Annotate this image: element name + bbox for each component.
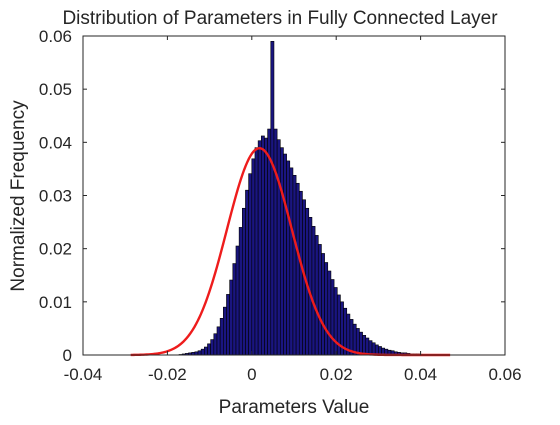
histogram-bar xyxy=(279,147,284,356)
y-tick-label: 0.03 xyxy=(39,187,72,206)
histogram-bar xyxy=(267,128,272,356)
x-axis-ticks: -0.04 -0.02 0 0.02 0.04 0.06 xyxy=(64,36,522,384)
histogram-bar xyxy=(229,279,234,356)
y-axis-label: Normalized Frequency xyxy=(8,100,29,292)
histogram-bar xyxy=(260,135,265,356)
histogram-bar xyxy=(238,227,243,356)
y-tick-label: 0.05 xyxy=(39,80,72,99)
histogram-bar xyxy=(242,207,246,356)
histogram-bar xyxy=(197,350,202,356)
histogram-bar xyxy=(352,323,357,356)
histogram-bar xyxy=(216,326,221,356)
x-tick-label: 0.02 xyxy=(320,365,353,384)
histogram-bar xyxy=(248,173,253,356)
histogram-bar xyxy=(298,190,303,356)
histogram-bar xyxy=(355,328,360,356)
histogram-bar xyxy=(365,337,370,356)
y-tick-label: 0.06 xyxy=(39,27,72,46)
histogram-bar xyxy=(289,167,294,356)
histogram-bar xyxy=(251,158,256,356)
histogram-bar xyxy=(235,245,240,356)
histogram-bar xyxy=(359,331,363,356)
histogram-bars xyxy=(178,41,433,356)
histogram-bar xyxy=(327,270,332,356)
histogram-bar xyxy=(210,339,215,356)
histogram-bar xyxy=(200,348,205,356)
histogram-bar xyxy=(317,244,322,356)
histogram-bar xyxy=(330,279,335,356)
histogram-bar xyxy=(213,333,218,356)
y-tick-label: 0.04 xyxy=(39,133,72,152)
histogram-bar xyxy=(314,235,319,356)
y-tick-label: 0.02 xyxy=(39,240,72,259)
x-tick-label: -0.04 xyxy=(64,365,103,384)
histogram-bar xyxy=(295,182,300,356)
chart-title: Distribution of Parameters in Fully Conn… xyxy=(62,8,498,29)
x-axis-label: Parameters Value xyxy=(219,397,370,418)
histogram-bar xyxy=(324,262,329,356)
histogram-bar xyxy=(207,343,211,356)
histogram-bar xyxy=(273,128,278,356)
y-tick-label: 0.01 xyxy=(39,293,72,312)
histogram-bar xyxy=(286,160,291,356)
histogram-bar xyxy=(204,346,208,356)
histogram-bar xyxy=(321,253,325,356)
histogram-bar xyxy=(245,189,249,356)
histogram-bar xyxy=(276,139,281,356)
histogram-bar xyxy=(308,217,313,356)
histogram-bar xyxy=(257,140,262,356)
x-tick-label: -0.02 xyxy=(148,365,187,384)
y-tick-label: 0 xyxy=(63,346,72,365)
histogram-bar xyxy=(232,263,237,356)
y-axis-ticks: 0 0.01 0.02 0.03 0.04 0.05 0.06 xyxy=(39,27,505,365)
x-tick-label: 0 xyxy=(247,365,256,384)
histogram-bar xyxy=(333,287,338,356)
histogram-bar xyxy=(264,137,268,356)
histogram-bar xyxy=(311,226,316,356)
histogram-bar xyxy=(270,41,275,356)
histogram-bar xyxy=(362,335,367,356)
histogram-bar xyxy=(283,153,287,356)
x-tick-label: 0.06 xyxy=(488,365,521,384)
histogram-bar xyxy=(368,340,373,356)
histogram-bar xyxy=(292,175,297,356)
histogram-bar xyxy=(223,306,227,356)
histogram-bar xyxy=(219,318,224,356)
histogram-bar xyxy=(254,147,259,356)
histogram-bar xyxy=(371,342,376,356)
x-tick-label: 0.04 xyxy=(404,365,437,384)
histogram-bar xyxy=(226,294,230,356)
